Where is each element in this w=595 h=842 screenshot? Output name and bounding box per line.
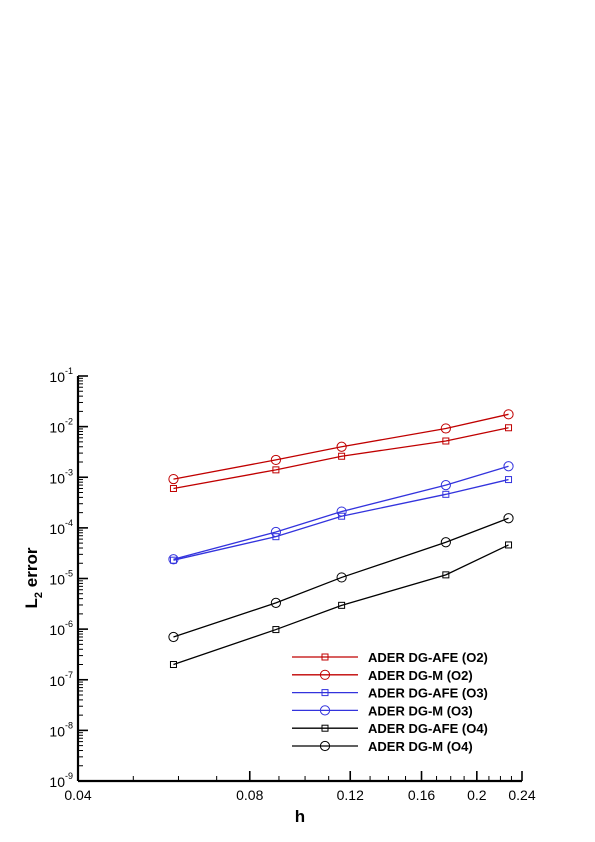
series-2-point: [168, 473, 179, 485]
series-6-point: [168, 631, 179, 643]
series-2-point: [440, 423, 451, 434]
series-1-point: [442, 437, 450, 445]
legend: ADER DG-AFE (O2) ADER DG-M (O2) ADER DG-AF…: [292, 650, 488, 754]
series-4-point: [503, 461, 514, 472]
series-4-point: [336, 506, 347, 517]
x-tick-label: 0.04: [64, 787, 91, 803]
series-1-point: [272, 466, 280, 474]
series-1-point: [505, 424, 513, 432]
series-4-point: [168, 554, 179, 565]
y-axis-title: L2 error: [22, 547, 45, 608]
series-3-point: [338, 512, 346, 520]
legend-label: ADER DG-AFE (O4): [368, 721, 488, 736]
series-3-point: [272, 533, 280, 541]
series-line-1: [173, 427, 509, 490]
series-3-point: [169, 556, 177, 564]
legend-label: ADER DG-M (O3): [368, 703, 473, 718]
series-1-point: [169, 484, 177, 492]
legend-label: ADER DG-M (O2): [368, 668, 473, 683]
series-1-point: [338, 452, 346, 460]
legend-label: ADER DG-AFE (O3): [368, 686, 488, 701]
y-tick-label: 10-1: [49, 366, 73, 385]
series-line-6: [173, 517, 509, 638]
x-tick-label: 0.24: [508, 787, 535, 803]
series-6-point: [503, 513, 514, 524]
axes: [76, 375, 523, 783]
y-tick-label: 10-5: [49, 569, 73, 588]
y-axis-title-main: L: [22, 598, 41, 608]
y-axis-title-rest: error: [22, 547, 41, 592]
legend-marker: [321, 689, 329, 697]
legend-marker: [321, 724, 329, 732]
series-6-point: [440, 537, 451, 548]
series-5-point: [169, 661, 177, 669]
series-2-point: [336, 441, 347, 452]
y-tick-label: 10-9: [49, 771, 73, 790]
series-5-point: [272, 626, 280, 634]
y-tick-label: 10-7: [49, 670, 73, 689]
series-5-point: [338, 601, 346, 609]
series-line-4: [173, 465, 509, 560]
x-tick-label: 0.12: [337, 787, 364, 803]
y-axis-title-subscript: 2: [33, 592, 45, 598]
x-axis-title: h: [295, 807, 305, 826]
x-tick-label: 0.08: [236, 787, 263, 803]
x-tick-label: 0.16: [408, 787, 435, 803]
y-tick-label: 10-4: [49, 518, 73, 537]
series-3-point: [505, 476, 513, 484]
series-line-2: [173, 413, 509, 480]
legend-label: ADER DG-AFE (O2): [368, 650, 488, 665]
tick-labels: 10-9 10-8 10-7 10-6 10-5 10-4 10-3 10-2 10-1 0.04…: [49, 366, 535, 803]
legend-label: ADER DG-M (O4): [368, 739, 473, 754]
plot-markers: [168, 409, 514, 669]
series-line-5: [173, 544, 509, 666]
series-4-point: [440, 479, 451, 491]
series-6-point: [270, 597, 282, 608]
series-4-point: [270, 526, 282, 538]
y-tick-label: 10-3: [49, 467, 73, 486]
y-tick-label: 10-2: [49, 417, 73, 436]
legend-marker: [319, 705, 331, 716]
y-tick-label: 10-8: [49, 720, 73, 739]
series-5-point: [442, 571, 450, 579]
legend-marker: [319, 740, 331, 752]
series-2-point: [503, 409, 514, 420]
series-line-3: [173, 478, 509, 561]
legend-marker: [321, 653, 329, 661]
plot-lines: [173, 413, 509, 666]
series-2-point: [270, 454, 282, 466]
series-3-point: [442, 490, 450, 498]
legend-marker: [319, 669, 331, 680]
y-tick-label: 10-6: [49, 619, 73, 638]
series-5-point: [505, 541, 513, 549]
x-tick-label: 0.2: [467, 787, 487, 803]
series-6-point: [336, 572, 347, 583]
